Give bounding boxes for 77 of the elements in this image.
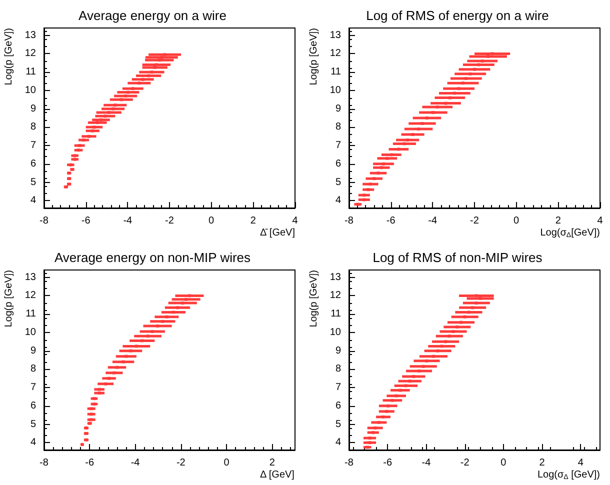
x-tick-label: -4: [422, 458, 432, 468]
y-tick-label: 12: [24, 48, 36, 60]
x-tick-label: -4: [123, 216, 133, 226]
y-tick-label: 13: [330, 30, 342, 41]
x-tick-label: -8: [40, 458, 49, 468]
y-tick-label: 8: [335, 364, 342, 375]
y-tick-label: 7: [30, 382, 36, 394]
x-tick-label: 2: [555, 216, 562, 226]
x-tick-label: -6: [85, 458, 95, 468]
y-tick-label: 7: [335, 382, 342, 394]
x-tick-label: -2: [176, 458, 186, 468]
x-tick-label: -6: [383, 458, 392, 468]
x-tick-label: 0: [208, 216, 215, 226]
x-tick-label: 2: [269, 458, 276, 468]
x-tick-label: 4: [578, 458, 584, 468]
x-tick-label: -8: [344, 458, 354, 468]
y-tick-label: 6: [335, 158, 342, 170]
x-tick-label: -2: [165, 216, 174, 226]
y-tick-label: 6: [30, 158, 36, 170]
y-tick-label: 7: [335, 140, 342, 152]
y-tick-label: 9: [335, 345, 342, 356]
x-tick-label: 0: [514, 216, 520, 226]
x-tick-label: -4: [428, 216, 438, 226]
y-tick-label: 11: [330, 66, 342, 78]
y-tick-label: 8: [30, 364, 36, 375]
y-axis-title: Log(p [GeV]): [4, 270, 14, 328]
chart-title: Average energy on a wire: [78, 8, 226, 23]
y-tick-label: 10: [24, 326, 36, 338]
y-tick-label: 4: [30, 195, 36, 206]
y-tick-label: 4: [335, 437, 342, 448]
x-axis-title: Δ [GeV]: [260, 470, 295, 480]
x-tick-label: -6: [386, 216, 396, 226]
y-tick-label: 10: [24, 84, 36, 96]
y-tick-label: 5: [30, 418, 36, 430]
y-tick-label: 9: [30, 103, 36, 114]
y-tick-label: 10: [330, 84, 342, 96]
y-tick-label: 5: [335, 176, 342, 188]
y-tick-label: 5: [30, 176, 36, 188]
y-tick-label: 6: [30, 400, 36, 412]
y-axis-title: Log(p [GeV]): [308, 28, 320, 86]
x-tick-label: 2: [539, 458, 546, 468]
y-tick-label: 12: [24, 290, 36, 302]
chart-title: Log of RMS of non-MIP wires: [372, 250, 543, 265]
chart-title: Average energy on non-MIP wires: [54, 250, 252, 265]
y-tick-label: 11: [26, 66, 36, 78]
y-tick-label: 8: [335, 122, 342, 133]
y-tick-label: 4: [335, 195, 342, 206]
x-tick-label: 0: [224, 458, 230, 468]
y-tick-label: 12: [330, 48, 342, 60]
y-tick-label: 13: [24, 272, 36, 283]
y-tick-label: 5: [335, 418, 342, 430]
y-tick-label: 9: [335, 103, 342, 114]
x-tick-label: -2: [460, 458, 470, 468]
y-tick-label: 9: [30, 345, 36, 356]
x-tick-label: 4: [597, 216, 604, 226]
x-tick-label: -6: [81, 216, 91, 226]
x-tick-label: -8: [344, 216, 354, 226]
y-tick-label: 13: [24, 30, 36, 41]
y-tick-label: 10: [330, 326, 342, 338]
x-tick-label: 2: [250, 216, 256, 226]
x-tick-label: 0: [500, 458, 507, 468]
y-axis-title: Log(p [GeV]): [308, 270, 320, 328]
chart-title: Log of RMS of energy on a wire: [366, 8, 549, 23]
y-tick-label: 8: [30, 122, 36, 133]
y-tick-label: 4: [30, 437, 36, 448]
y-tick-label: 6: [335, 400, 342, 412]
y-tick-label: 13: [330, 272, 342, 283]
y-axis-title: Log(p [GeV]): [4, 28, 14, 86]
y-tick-label: 11: [26, 308, 36, 320]
x-tick-label: -4: [130, 458, 140, 468]
x-tick-label: 4: [292, 216, 298, 226]
x-tick-label: -2: [470, 216, 480, 226]
y-tick-label: 11: [330, 308, 342, 320]
x-axis-title: Δ̄ [GeV]: [260, 228, 296, 238]
y-tick-label: 7: [30, 140, 36, 152]
y-tick-label: 12: [330, 290, 342, 302]
x-tick-label: -8: [40, 216, 49, 226]
